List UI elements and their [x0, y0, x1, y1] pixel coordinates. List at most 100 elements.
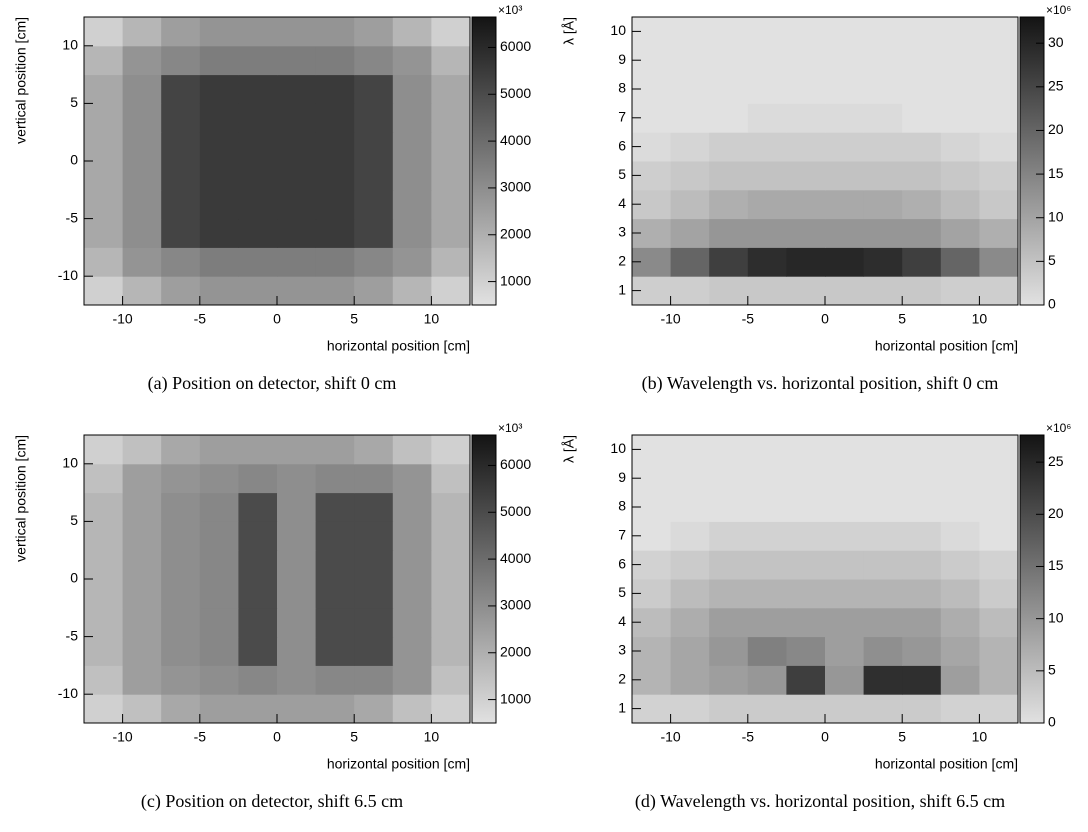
- heatmap-cell: [161, 132, 201, 162]
- heatmap-cell: [940, 492, 980, 522]
- heatmap-cell: [199, 694, 239, 724]
- heatmap-cell: [979, 636, 1019, 666]
- heatmap-cell: [431, 492, 471, 522]
- y-axis-label: λ [Å]: [561, 17, 577, 45]
- heatmap-cell: [392, 550, 432, 580]
- colorbar-multiplier: ×10⁶: [1046, 421, 1071, 435]
- y-tick-label: 4: [618, 195, 626, 211]
- heatmap-cell: [354, 636, 394, 666]
- heatmap-cell: [747, 550, 787, 580]
- heatmap-cell: [979, 665, 1019, 695]
- heatmap-cell: [277, 665, 317, 695]
- heatmap-cell: [786, 550, 826, 580]
- heatmap-cell: [670, 17, 710, 47]
- colorbar-tick-label: 15: [1048, 557, 1064, 573]
- heatmap-cell: [199, 45, 239, 76]
- heatmap-cell: [902, 694, 942, 724]
- heatmap-cell: [747, 579, 787, 609]
- heatmap-cell: [709, 247, 749, 277]
- heatmap-cell: [161, 550, 201, 580]
- heatmap-cell: [161, 276, 201, 306]
- heatmap-cell: [431, 636, 471, 666]
- heatmap-cell: [670, 665, 710, 695]
- colorbar-multiplier: ×10³: [498, 421, 522, 435]
- x-tick-label: -10: [660, 729, 680, 745]
- y-tick-label: 7: [618, 527, 626, 543]
- heatmap-cell: [199, 607, 239, 638]
- heatmap-cell: [825, 636, 865, 666]
- heatmap-cell: [392, 579, 432, 609]
- heatmap-cell: [747, 103, 787, 133]
- caption: (d) Wavelength vs. horizontal position, …: [635, 791, 1005, 812]
- y-tick-label: 8: [618, 80, 626, 96]
- y-tick-label: 1: [618, 281, 626, 297]
- heatmap-cell: [786, 435, 826, 465]
- y-tick-label: -10: [58, 267, 78, 283]
- colorbar-tick-label: 10: [1048, 208, 1064, 224]
- heatmap-cell: [825, 521, 865, 551]
- heatmap-cell: [709, 161, 749, 191]
- heatmap-cell: [392, 521, 432, 551]
- heatmap-cell: [902, 189, 942, 220]
- y-tick-label: 2: [618, 253, 626, 269]
- heatmap-cell: [979, 550, 1019, 580]
- heatmap-cell: [670, 218, 710, 248]
- heatmap-cell: [863, 74, 903, 104]
- colorbar: [471, 434, 497, 724]
- heatmap-cell: [902, 521, 942, 551]
- heatmap-cell: [786, 247, 826, 277]
- heatmap-cell: [84, 45, 124, 76]
- colorbar-tick-label: 6000: [500, 456, 531, 472]
- heatmap-cell: [709, 607, 749, 638]
- y-tick-label: 0: [70, 152, 78, 168]
- heatmap-cell: [392, 694, 432, 724]
- heatmap-cell: [161, 521, 201, 551]
- heatmap-cell: [238, 463, 278, 494]
- x-tick-label: 10: [424, 311, 440, 327]
- y-tick-label: 9: [618, 51, 626, 67]
- heatmap-cell: [979, 463, 1019, 494]
- heatmap-cell: [825, 276, 865, 306]
- heatmap-cell: [122, 521, 162, 551]
- x-axis-label: horizontal position [cm]: [875, 756, 1018, 772]
- heatmap-cell: [238, 579, 278, 609]
- heatmap-cell: [431, 189, 471, 220]
- heatmap-cell: [354, 74, 394, 104]
- heatmap-cell: [161, 665, 201, 695]
- heatmap-cell: [277, 74, 317, 104]
- heatmap-cell: [863, 435, 903, 465]
- heatmap-cell: [84, 17, 124, 47]
- heatmap-cell: [709, 579, 749, 609]
- heatmap-cell: [747, 161, 787, 191]
- heatmap-cell: [354, 161, 394, 191]
- heatmap-cell: [863, 247, 903, 277]
- heatmap-cell: [84, 492, 124, 522]
- heatmap-cell: [709, 74, 749, 104]
- heatmap-cell: [354, 665, 394, 695]
- heatmap-cell: [431, 463, 471, 494]
- heatmap-cell: [277, 579, 317, 609]
- heatmap-cell: [84, 579, 124, 609]
- y-tick-label: 1: [618, 699, 626, 715]
- heatmap-cell: [392, 435, 432, 465]
- caption: (c) Position on detector, shift 6.5 cm: [141, 791, 403, 812]
- heatmap-cell: [979, 607, 1019, 638]
- heatmap-cell: [277, 607, 317, 638]
- heatmap-cell: [670, 607, 710, 638]
- heatmap-cell: [122, 694, 162, 724]
- caption: (a) Position on detector, shift 0 cm: [148, 373, 397, 394]
- heatmap-cell: [825, 103, 865, 133]
- y-tick-label: 6: [618, 555, 626, 571]
- x-tick-label: -10: [112, 729, 132, 745]
- heatmap-cell: [161, 579, 201, 609]
- x-tick-label: 0: [821, 311, 829, 327]
- heatmap-cell: [825, 579, 865, 609]
- heatmap-cell: [747, 17, 787, 47]
- colorbar: [1019, 434, 1045, 724]
- heatmap-cell: [902, 17, 942, 47]
- y-tick-label: -10: [58, 685, 78, 701]
- colorbar-tick-label: 2000: [500, 225, 531, 241]
- heatmap-cell: [199, 74, 239, 104]
- y-tick-label: -5: [66, 627, 79, 643]
